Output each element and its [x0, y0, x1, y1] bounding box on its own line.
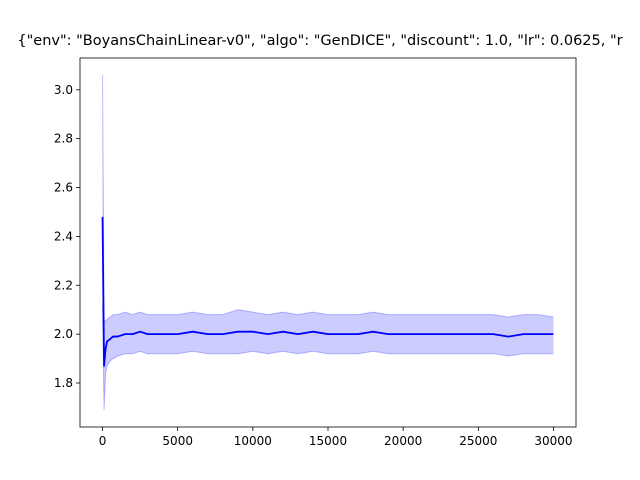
- x-tick-label: 0: [99, 434, 107, 448]
- series-mean-line: [101, 216, 554, 367]
- y-tick-label: 2.6: [54, 181, 73, 195]
- x-tick-label: 5000: [162, 434, 193, 448]
- y-tick-label: 2.2: [54, 278, 73, 292]
- y-tick-label: 2.4: [54, 229, 73, 243]
- series-spread-lower-line: [102, 304, 554, 410]
- plot-background: [80, 58, 576, 427]
- y-tick-label: 2.8: [54, 132, 73, 146]
- x-tick-label: 15000: [309, 434, 347, 448]
- chart-title: {"env": "BoyansChainLinear-v0", "algo": …: [17, 33, 623, 49]
- x-tick-label: 25000: [459, 434, 497, 448]
- y-tick-label: 1.8: [54, 376, 73, 390]
- y-tick-label: 3.0: [54, 83, 73, 97]
- y-tick-label: 2.0: [54, 327, 73, 341]
- series-spread-band: [102, 75, 554, 410]
- x-tick-label: 20000: [384, 434, 422, 448]
- x-tick-label: 30000: [534, 434, 572, 448]
- x-tick-label: 10000: [234, 434, 272, 448]
- series-spread-upper-line: [102, 75, 554, 323]
